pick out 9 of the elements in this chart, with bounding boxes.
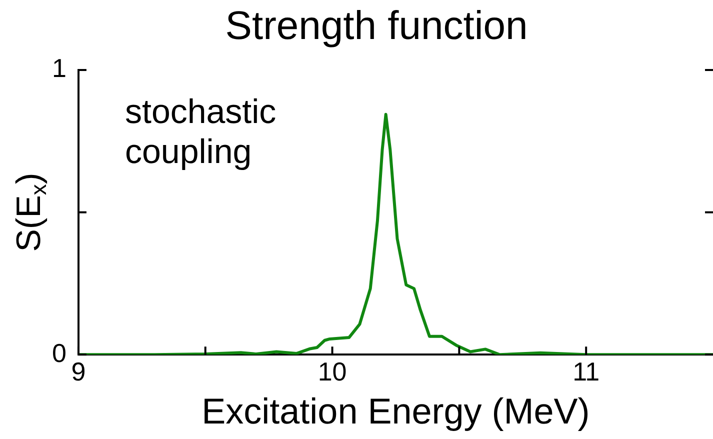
x-tick-label: 11 [572, 356, 600, 386]
y-tick-label: 0 [52, 338, 66, 368]
annotation: stochastic coupling [125, 92, 278, 172]
y-axis-title: S(Ex) [10, 172, 51, 252]
x-axis-title: Excitation Energy (MeV) [202, 390, 590, 432]
x-tick-label: 10 [318, 356, 347, 386]
x-tick-label: 9 [71, 356, 86, 386]
y-tick-label: 1 [52, 53, 66, 84]
chart-title: Strength function [225, 4, 528, 48]
